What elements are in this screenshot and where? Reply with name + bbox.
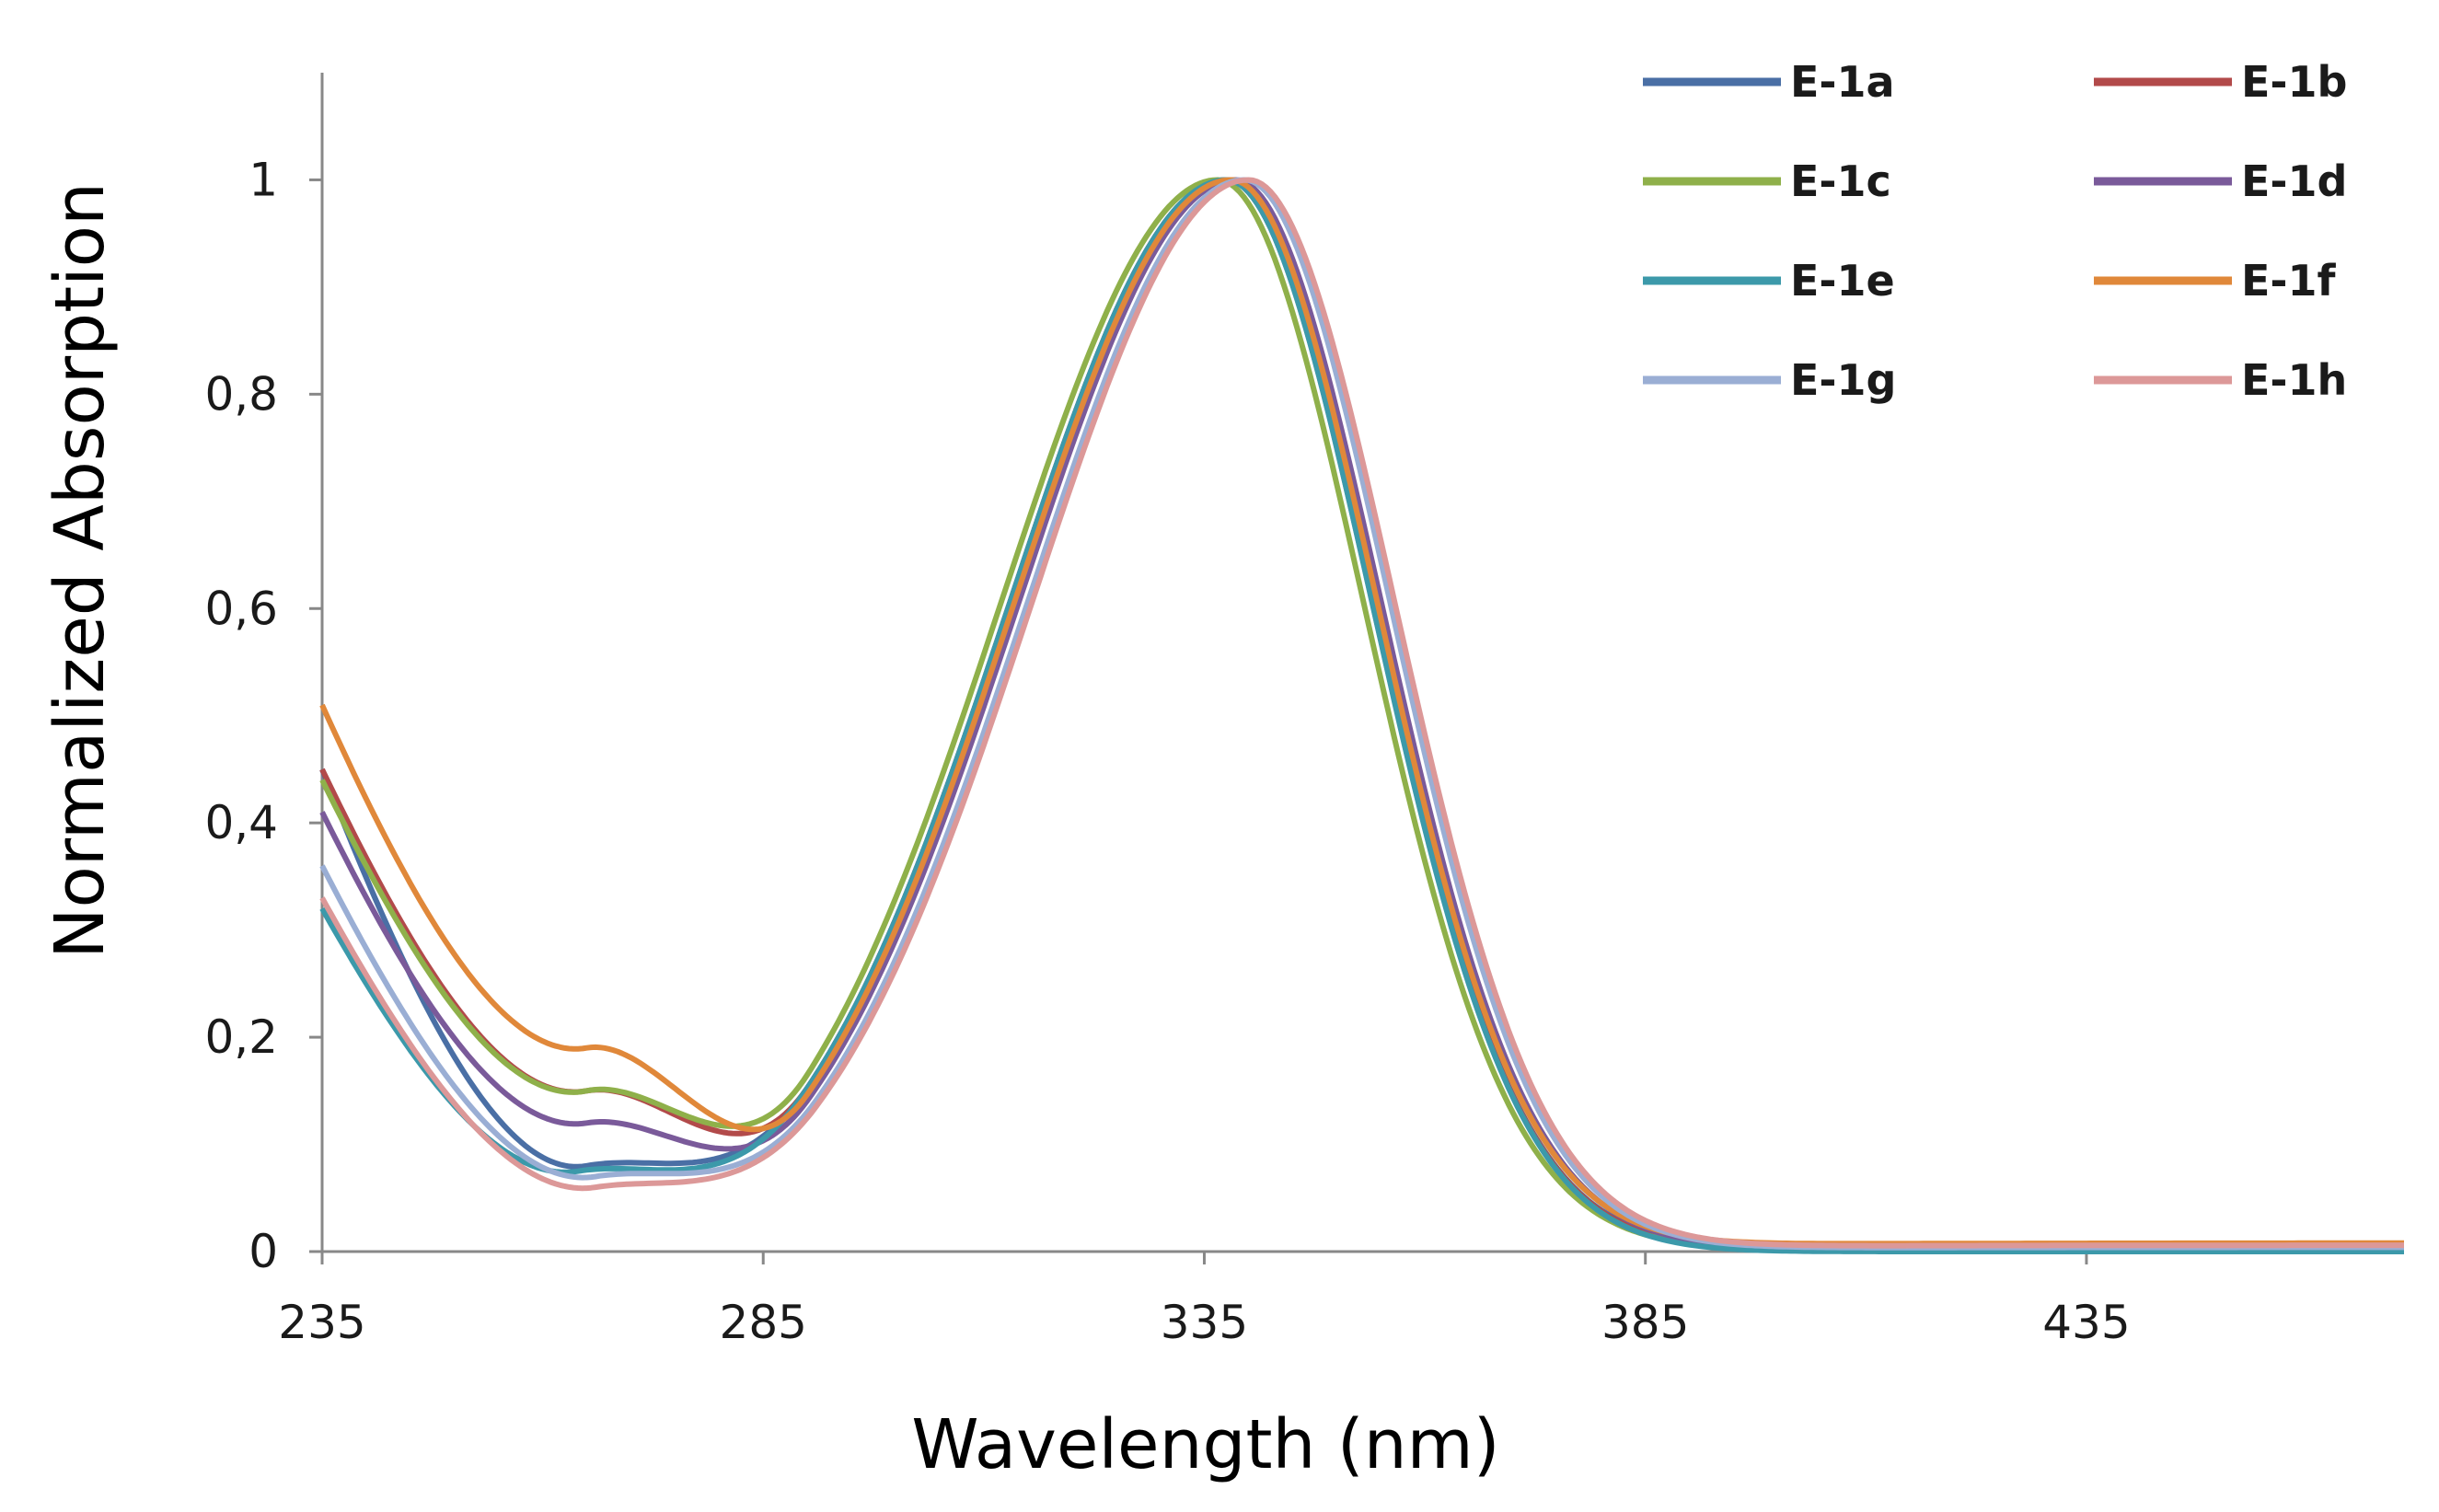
legend-label: E-1c xyxy=(1790,156,1891,206)
series-line-e-1e xyxy=(319,177,2404,1254)
y-tick-label: 0,4 xyxy=(204,796,278,849)
series-line-e-1f xyxy=(319,177,2404,1247)
axes: 0 0,2 0,4 0,6 0,8 1 235 285 335 385 435 xyxy=(204,73,2404,1349)
legend-label: E-1h xyxy=(2241,355,2347,405)
legend-label: E-1b xyxy=(2241,57,2347,107)
x-tick-label: 335 xyxy=(1161,1296,1248,1349)
legend-label: E-1d xyxy=(2241,156,2347,206)
x-axis-title: Wavelength (nm) xyxy=(911,1405,1499,1484)
series-line-e-1b xyxy=(319,177,2404,1252)
legend-label: E-1f xyxy=(2241,256,2337,306)
x-tick-label: 235 xyxy=(278,1296,365,1349)
y-tick-label: 0,6 xyxy=(204,582,278,635)
legend-label: E-1g xyxy=(1790,355,1896,405)
legend: E-1a E-1b E-1c E-1d E-1e E-1f E-1g E-1h xyxy=(1643,57,2347,405)
y-tick-label: 0,2 xyxy=(204,1010,278,1064)
legend-label: E-1a xyxy=(1790,57,1895,107)
x-tick-label: 385 xyxy=(1601,1296,1689,1349)
series-line-e-1a xyxy=(319,177,2404,1252)
y-tick-label: 1 xyxy=(249,153,278,206)
series-line-e-1h xyxy=(319,177,2404,1249)
x-tick-label: 285 xyxy=(720,1296,807,1349)
y-tick-label: 0 xyxy=(249,1225,278,1278)
x-tick-label: 435 xyxy=(2042,1296,2130,1349)
series-lines xyxy=(319,177,2404,1254)
series-line-e-1g xyxy=(319,177,2404,1251)
series-line-e-1c xyxy=(319,177,2404,1252)
y-tick-label: 0,8 xyxy=(204,367,278,421)
legend-label: E-1e xyxy=(1790,256,1895,306)
y-axis-title: Normalized Absorption xyxy=(40,182,120,959)
series-line-e-1d xyxy=(319,177,2404,1251)
